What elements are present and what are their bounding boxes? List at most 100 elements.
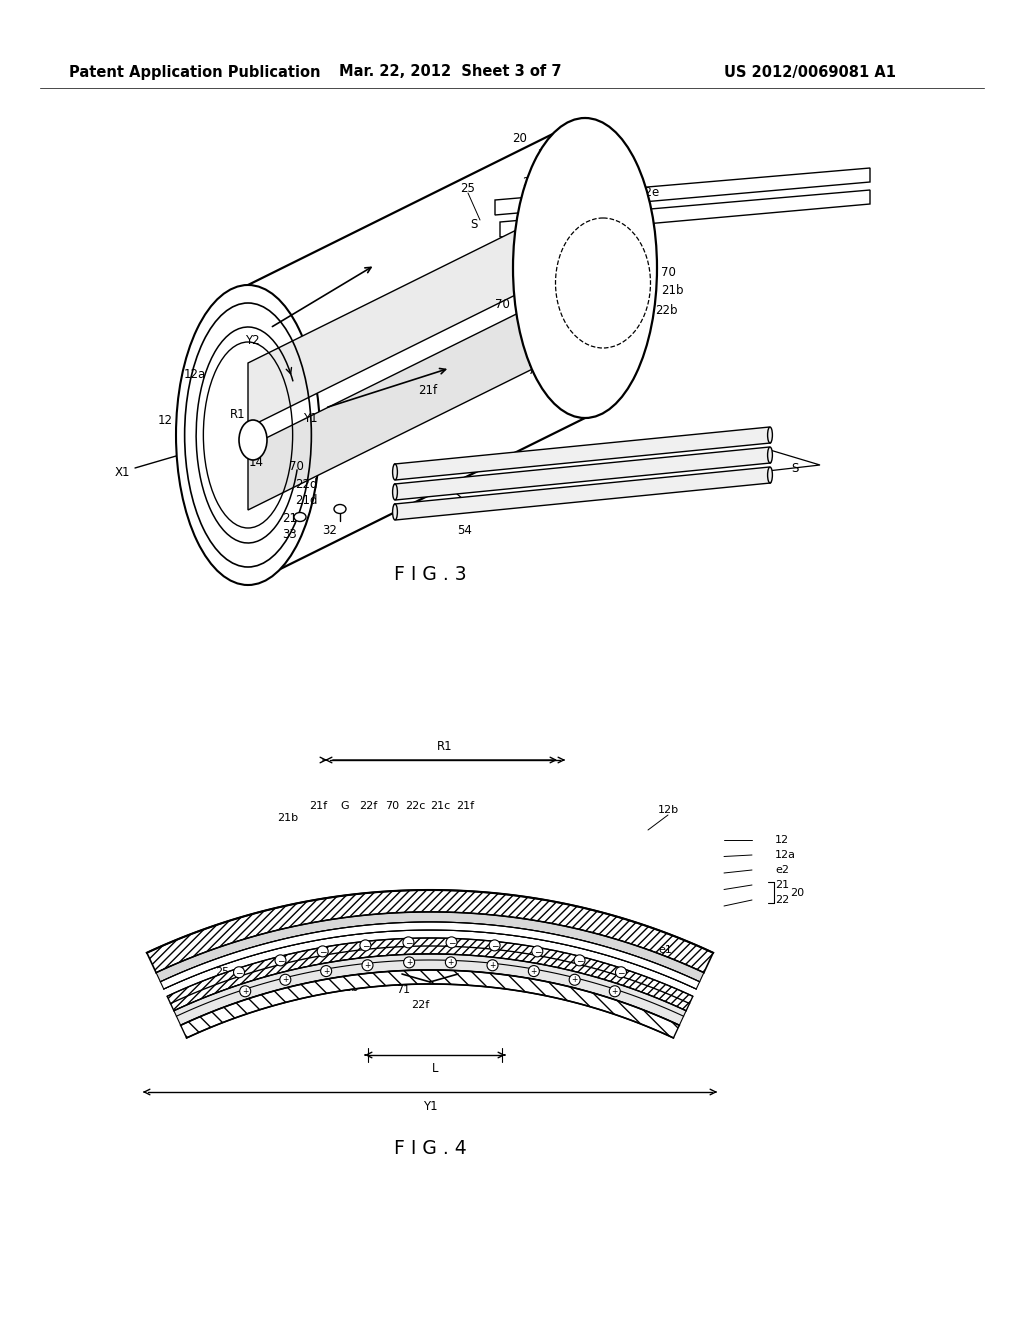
Text: −: − — [534, 946, 541, 956]
Circle shape — [531, 946, 543, 957]
Polygon shape — [161, 921, 699, 989]
Text: −: − — [361, 941, 369, 950]
Text: 22d: 22d — [295, 479, 317, 491]
Text: 70: 70 — [289, 461, 303, 474]
Circle shape — [403, 957, 415, 968]
Text: 12b: 12b — [657, 805, 679, 814]
Circle shape — [362, 960, 373, 970]
Text: 21d: 21d — [295, 495, 317, 507]
Text: S: S — [470, 219, 477, 231]
Circle shape — [487, 960, 498, 970]
Text: 75: 75 — [445, 968, 460, 977]
Text: 22f: 22f — [411, 1001, 429, 1010]
Polygon shape — [495, 168, 870, 215]
Text: 70: 70 — [660, 267, 676, 280]
Text: +: + — [406, 958, 413, 966]
Text: 20: 20 — [513, 132, 527, 144]
Polygon shape — [248, 280, 585, 510]
Text: 22b: 22b — [654, 304, 677, 317]
Text: 12c: 12c — [542, 954, 562, 965]
Text: e1: e1 — [658, 945, 672, 954]
Circle shape — [233, 966, 245, 978]
Polygon shape — [174, 954, 686, 1026]
Text: +: + — [365, 961, 371, 970]
Text: +: + — [571, 975, 578, 985]
Text: L: L — [432, 1061, 438, 1074]
Text: +: + — [283, 975, 289, 985]
Text: 32: 32 — [323, 524, 338, 536]
Text: 54: 54 — [458, 524, 472, 536]
Polygon shape — [146, 890, 713, 973]
Text: Mar. 22, 2012  Sheet 3 of 7: Mar. 22, 2012 Sheet 3 of 7 — [339, 65, 561, 79]
Text: 20: 20 — [790, 887, 804, 898]
Circle shape — [402, 937, 414, 948]
Text: +: + — [489, 961, 496, 970]
Polygon shape — [450, 450, 820, 506]
Text: Patent Application Publication: Patent Application Publication — [70, 65, 321, 79]
Text: +: + — [611, 987, 617, 995]
Text: 22e: 22e — [637, 186, 659, 198]
Ellipse shape — [392, 484, 397, 500]
Text: Y1: Y1 — [423, 1100, 437, 1113]
Text: R1: R1 — [230, 408, 246, 421]
Text: G: G — [341, 801, 349, 810]
Text: −: − — [318, 946, 327, 956]
Text: 21b: 21b — [278, 813, 299, 822]
Ellipse shape — [768, 447, 772, 463]
Text: −: − — [490, 941, 499, 950]
Circle shape — [317, 946, 328, 957]
Text: 12: 12 — [158, 413, 172, 426]
Text: 21f: 21f — [283, 511, 301, 524]
Polygon shape — [394, 447, 771, 500]
Circle shape — [609, 986, 621, 997]
Text: US 2012/0069081 A1: US 2012/0069081 A1 — [724, 65, 896, 79]
Text: R1: R1 — [437, 741, 453, 754]
Text: e2: e2 — [775, 865, 790, 875]
Polygon shape — [500, 190, 870, 238]
Polygon shape — [394, 428, 771, 480]
Text: +: + — [447, 958, 454, 966]
Ellipse shape — [294, 512, 306, 521]
Text: 70: 70 — [495, 298, 509, 312]
Circle shape — [615, 966, 627, 978]
Text: 21f: 21f — [419, 384, 437, 396]
Circle shape — [528, 966, 540, 977]
Text: 25: 25 — [215, 968, 229, 977]
Text: 21c: 21c — [634, 248, 655, 261]
Ellipse shape — [768, 426, 772, 444]
Ellipse shape — [513, 117, 657, 418]
Text: 21e: 21e — [579, 178, 601, 191]
Polygon shape — [167, 939, 693, 1011]
Text: −: − — [447, 939, 456, 946]
Text: −: − — [617, 968, 625, 977]
Text: 21f: 21f — [522, 177, 542, 190]
Text: −: − — [575, 956, 584, 965]
Text: S: S — [792, 462, 799, 474]
Text: 70: 70 — [378, 973, 392, 983]
Text: 22: 22 — [538, 149, 553, 161]
Text: 12a: 12a — [184, 368, 206, 381]
Text: 22c: 22c — [404, 801, 425, 810]
Text: 21f: 21f — [309, 801, 327, 810]
Circle shape — [275, 954, 286, 966]
Text: 22b: 22b — [337, 983, 358, 993]
Polygon shape — [180, 970, 679, 1038]
Text: 22a: 22a — [503, 954, 523, 965]
Ellipse shape — [239, 420, 267, 459]
Text: −: − — [404, 939, 413, 946]
Text: −: − — [276, 956, 285, 965]
Text: 25: 25 — [461, 181, 475, 194]
Text: 21c: 21c — [430, 801, 451, 810]
Text: Y1: Y1 — [303, 412, 317, 425]
Circle shape — [446, 937, 457, 948]
Polygon shape — [248, 195, 585, 428]
Text: Y2: Y2 — [245, 334, 259, 346]
Text: −: − — [236, 968, 243, 977]
Text: 71: 71 — [396, 985, 410, 995]
Circle shape — [445, 957, 457, 968]
Text: 21: 21 — [560, 149, 575, 161]
Circle shape — [240, 986, 251, 997]
Ellipse shape — [392, 504, 397, 520]
Ellipse shape — [176, 285, 319, 585]
Ellipse shape — [334, 504, 346, 513]
